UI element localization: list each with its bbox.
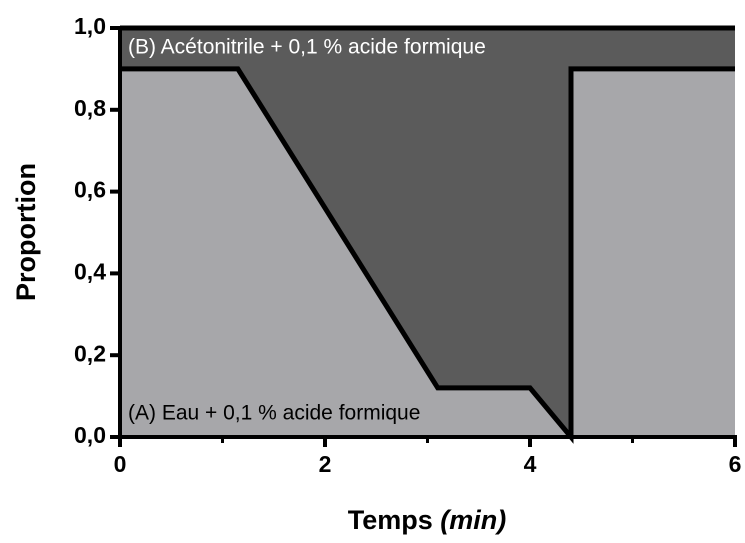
y-tick-label: 0,8 [74,95,106,121]
x-axis-label-text: Temps [348,505,433,535]
y-tick-label: 1,0 [74,13,106,39]
series-label: (A) Eau + 0,1 % acide formique [128,402,420,425]
x-tick-label: 6 [729,451,742,477]
x-tick-label: 0 [114,451,127,477]
y-tick-label: 0,2 [74,340,106,366]
y-axis-label: Proportion [11,163,41,301]
x-axis-label-unit: (min) [440,505,506,535]
area [120,28,735,437]
x-axis-label: Temps (min) [348,505,507,535]
plot-area [120,28,735,438]
series-label: (B) Acétonitrile + 0,1 % acide formique [128,36,486,59]
y-tick-label: 0,4 [74,258,106,284]
y-tick-label: 0,0 [74,422,106,448]
y-tick-label: 0,6 [74,177,106,203]
x-tick-label: 2 [319,451,332,477]
boundary-line [120,66,735,444]
x-tick-label: 4 [524,451,537,477]
area [120,68,735,438]
